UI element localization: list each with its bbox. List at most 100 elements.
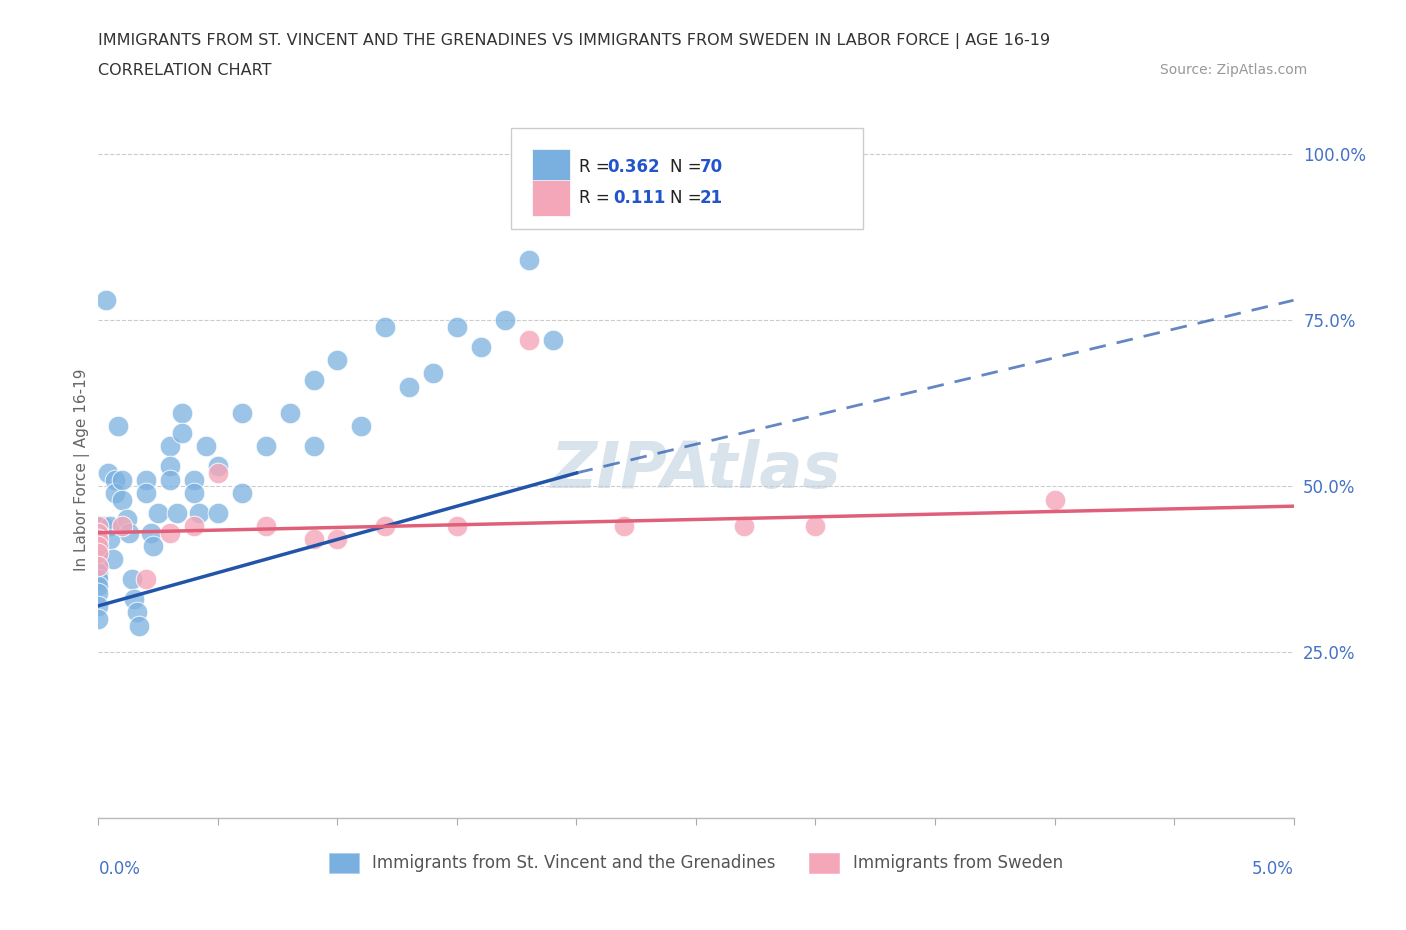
Point xyxy=(87,572,110,587)
Point xyxy=(135,572,157,587)
Point xyxy=(159,525,181,540)
Point xyxy=(207,505,229,520)
Point xyxy=(470,339,492,354)
Text: IMMIGRANTS FROM ST. VINCENT AND THE GRENADINES VS IMMIGRANTS FROM SWEDEN IN LABO: IMMIGRANTS FROM ST. VINCENT AND THE GREN… xyxy=(98,33,1050,48)
Y-axis label: In Labor Force | Age 16-19: In Labor Force | Age 16-19 xyxy=(75,368,90,571)
Point xyxy=(118,525,141,540)
Point xyxy=(1043,492,1066,507)
Point xyxy=(87,519,110,534)
Point xyxy=(87,545,110,560)
Point xyxy=(87,559,110,574)
Point xyxy=(111,492,134,507)
Point xyxy=(183,485,205,500)
Point xyxy=(142,538,165,553)
Text: 5.0%: 5.0% xyxy=(1251,860,1294,878)
Point xyxy=(613,519,636,534)
Point xyxy=(733,519,755,534)
Text: 21: 21 xyxy=(700,190,723,207)
Legend: Immigrants from St. Vincent and the Grenadines, Immigrants from Sweden: Immigrants from St. Vincent and the Gren… xyxy=(322,846,1070,880)
Point xyxy=(148,505,170,520)
Point xyxy=(231,485,253,500)
Point xyxy=(98,519,122,534)
Point xyxy=(87,532,110,547)
Point xyxy=(87,598,110,613)
Point xyxy=(159,458,181,473)
Point xyxy=(97,466,120,481)
Point xyxy=(302,439,325,454)
Point xyxy=(302,532,325,547)
Text: Source: ZipAtlas.com: Source: ZipAtlas.com xyxy=(1160,63,1308,77)
Text: R =: R = xyxy=(579,190,620,207)
Point xyxy=(87,565,110,580)
Point xyxy=(517,333,540,348)
Point xyxy=(87,538,110,553)
Point xyxy=(374,519,396,534)
Point xyxy=(195,439,218,454)
Text: 70: 70 xyxy=(700,158,723,176)
Text: N =: N = xyxy=(669,190,707,207)
Point xyxy=(87,551,110,566)
Point xyxy=(87,519,110,534)
Point xyxy=(98,532,122,547)
Point xyxy=(104,472,127,487)
Text: 0.0%: 0.0% xyxy=(98,860,141,878)
Point xyxy=(326,532,349,547)
Point xyxy=(139,525,162,540)
Point xyxy=(104,485,127,500)
Point xyxy=(125,605,148,620)
Point xyxy=(87,559,110,574)
Point xyxy=(87,525,110,540)
Point xyxy=(326,352,349,367)
Point xyxy=(128,618,150,633)
Point xyxy=(87,545,110,560)
Point xyxy=(87,532,110,547)
Point xyxy=(374,319,396,334)
FancyBboxPatch shape xyxy=(533,149,571,185)
Point xyxy=(121,572,143,587)
Text: ZIPAtlas: ZIPAtlas xyxy=(551,439,841,500)
Point xyxy=(187,505,209,520)
Point xyxy=(254,439,277,454)
Point xyxy=(115,512,138,527)
Point xyxy=(111,519,134,534)
Point xyxy=(254,519,277,534)
Point xyxy=(101,551,124,566)
Text: N =: N = xyxy=(669,158,707,176)
Point xyxy=(446,319,468,334)
Point xyxy=(517,253,540,268)
Point xyxy=(350,419,373,434)
Point xyxy=(87,612,110,627)
Point xyxy=(172,405,194,420)
Point xyxy=(541,333,564,348)
Point xyxy=(159,472,181,487)
Point xyxy=(166,505,188,520)
Point xyxy=(422,365,444,380)
Text: 0.111: 0.111 xyxy=(613,190,666,207)
Point xyxy=(87,578,110,593)
Text: CORRELATION CHART: CORRELATION CHART xyxy=(98,63,271,78)
Point xyxy=(398,379,420,394)
Point xyxy=(87,538,110,553)
Point xyxy=(231,405,253,420)
Point xyxy=(87,545,110,560)
Point xyxy=(135,485,157,500)
Point xyxy=(87,519,110,534)
Point xyxy=(278,405,301,420)
Point xyxy=(91,519,114,534)
Point xyxy=(183,472,205,487)
Point xyxy=(207,466,229,481)
Point xyxy=(172,426,194,441)
Text: R =: R = xyxy=(579,158,614,176)
Point xyxy=(87,538,110,553)
Point xyxy=(183,519,205,534)
Point xyxy=(87,525,110,540)
Text: 0.362: 0.362 xyxy=(607,158,661,176)
Point xyxy=(494,312,516,327)
Point xyxy=(159,439,181,454)
FancyBboxPatch shape xyxy=(510,128,863,229)
Point xyxy=(87,585,110,600)
Point xyxy=(446,519,468,534)
Point xyxy=(94,293,117,308)
Point xyxy=(111,472,134,487)
Point xyxy=(87,532,110,547)
